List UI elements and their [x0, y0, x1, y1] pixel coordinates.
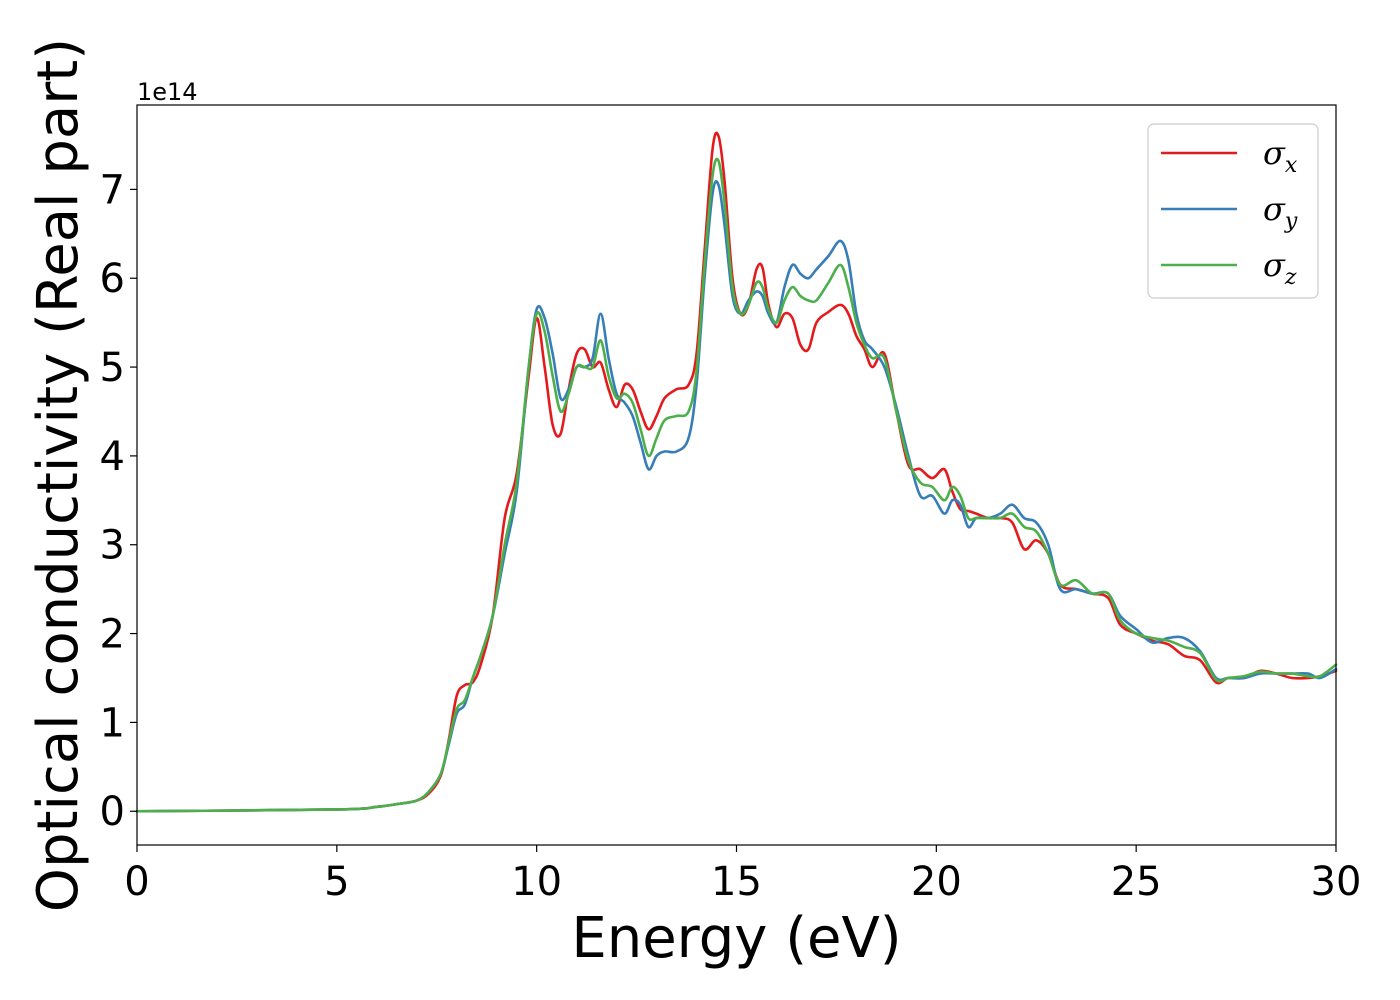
x-tick-label: 30 — [1311, 859, 1362, 905]
series-layer — [135, 131, 1338, 813]
legend-label-sigma-x: σx — [1263, 134, 1298, 178]
legend: σx σy σz — [1147, 123, 1319, 299]
plot-background — [137, 105, 1336, 845]
y-tick-label: 7 — [100, 167, 125, 213]
y-tick-label: 0 — [100, 789, 125, 835]
y-tick-label: 1 — [100, 700, 125, 746]
y-tick-label: 6 — [100, 256, 125, 302]
x-tick-label: 15 — [711, 859, 762, 905]
y-tick-label: 4 — [100, 434, 125, 480]
legend-label-sigma-y: σy — [1263, 190, 1298, 234]
y-axis: 0 1 2 3 4 5 6 7 — [100, 167, 137, 835]
y-offset-label: 1e14 — [137, 78, 198, 106]
y-tick-label: 3 — [100, 523, 125, 569]
series-line-sigma-z — [135, 157, 1338, 813]
y-axis-label: Optical conductivity (Real part) — [26, 38, 91, 912]
x-tick-label: 20 — [911, 859, 962, 905]
x-axis-label: Energy (eV) — [571, 906, 901, 971]
x-tick-label: 0 — [124, 859, 149, 905]
legend-box — [1147, 123, 1319, 299]
legend-label-sigma-z: σz — [1263, 246, 1297, 290]
x-tick-label: 5 — [324, 859, 349, 905]
y-tick-label: 5 — [100, 345, 125, 391]
x-tick-label: 10 — [511, 859, 562, 905]
x-tick-label: 25 — [1111, 859, 1162, 905]
y-tick-label: 2 — [100, 612, 125, 658]
x-axis: 0 5 10 15 20 25 30 — [124, 845, 1361, 905]
